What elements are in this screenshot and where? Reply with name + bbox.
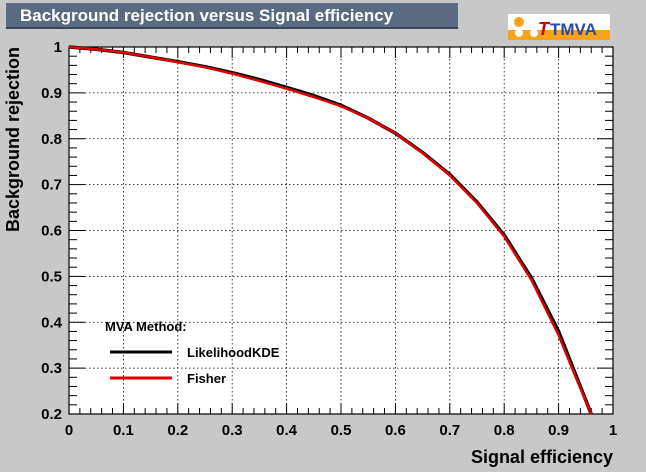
y-tick-label: 0.4 (41, 314, 63, 331)
y-tick-label: 0.8 (41, 131, 62, 148)
tmva-logo-icon: T TMVA (508, 17, 610, 40)
x-tick-label: 0.1 (113, 422, 134, 439)
tmva-logo: T TMVA (508, 14, 610, 40)
x-tick-label: 0.8 (494, 422, 515, 439)
legend-label-likelihoodkde: LikelihoodKDE (187, 345, 280, 360)
y-axis-label: Background rejection (3, 47, 23, 232)
y-tick-label: 0.7 (41, 177, 62, 194)
y-tick-label: 0.6 (41, 223, 62, 240)
legend-label-fisher: Fisher (187, 371, 226, 386)
x-tick-label: 0.7 (439, 422, 460, 439)
chart-title: Background rejection versus Signal effic… (20, 6, 394, 25)
chart-title-box: Background rejection versus Signal effic… (6, 3, 458, 29)
y-tick-label: 0.3 (41, 360, 62, 377)
x-tick-label: 0.5 (331, 422, 352, 439)
y-tick-label: 0.9 (41, 85, 62, 102)
x-tick-label: 0.9 (548, 422, 569, 439)
svg-text:T: T (538, 19, 551, 39)
y-tick-label: 0.5 (41, 268, 62, 285)
logo-text: TMVA (550, 20, 597, 39)
x-tick-label: 1 (609, 422, 617, 439)
y-tick-label: 1 (54, 39, 62, 56)
series-line-fisher (68, 45, 593, 415)
x-tick-label: 0.4 (276, 422, 298, 439)
x-tick-label: 0 (65, 422, 73, 439)
x-tick-label: 0.3 (222, 422, 243, 439)
legend-title: MVA Method: (105, 319, 187, 334)
x-axis-label: Signal efficiency (471, 447, 613, 467)
x-tick-label: 0.2 (167, 422, 188, 439)
y-tick-label: 0.2 (41, 406, 62, 423)
x-tick-label: 0.6 (385, 422, 406, 439)
